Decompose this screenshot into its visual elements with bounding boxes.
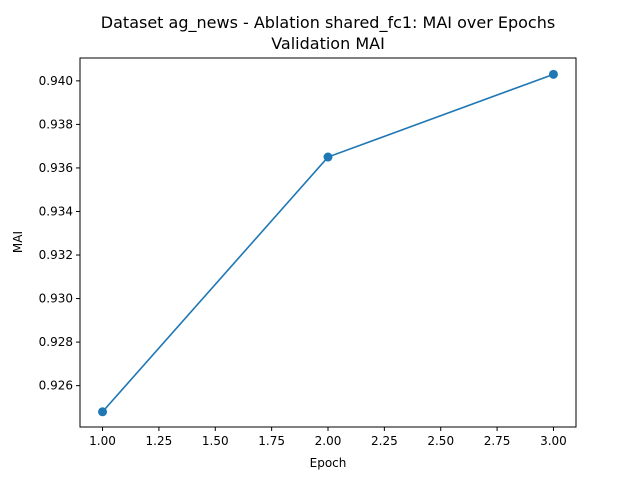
- y-tick-label: 0.934: [39, 204, 73, 218]
- plot-area: [98, 69, 558, 417]
- y-axis-label: MAI: [11, 231, 25, 253]
- y-tick-label: 0.938: [39, 117, 73, 131]
- x-tick-label: 2.00: [315, 434, 342, 448]
- x-tick-label: 3.00: [540, 434, 567, 448]
- x-tick-label: 1.50: [202, 434, 229, 448]
- data-point: [548, 69, 558, 79]
- chart-title: Dataset ag_news - Ablation shared_fc1: M…: [101, 13, 555, 33]
- x-tick-label: 2.75: [484, 434, 511, 448]
- y-tick-label: 0.930: [39, 292, 73, 306]
- x-tick-label: 1.75: [258, 434, 285, 448]
- axis-ticks: 1.00 1.25 1.50 1.75 2.00 2.25 2.50 2.75 3.00 0.92…: [39, 74, 567, 448]
- series-line: [101, 73, 554, 413]
- data-point: [323, 152, 333, 162]
- y-tick-label: 0.940: [39, 74, 73, 88]
- x-tick-label: 2.25: [371, 434, 398, 448]
- x-tick-label: 2.50: [427, 434, 454, 448]
- x-axis-label: Epoch: [310, 456, 347, 470]
- x-tick-label: 1.00: [89, 434, 116, 448]
- chart-subtitle: Validation MAI: [271, 34, 385, 53]
- y-tick-label: 0.936: [39, 161, 73, 175]
- y-tick-label: 0.932: [39, 248, 73, 262]
- data-point: [98, 407, 108, 417]
- y-tick-label: 0.928: [39, 335, 73, 349]
- plot-frame: [79, 57, 577, 428]
- y-tick-label: 0.926: [39, 379, 73, 393]
- x-tick-label: 1.25: [146, 434, 173, 448]
